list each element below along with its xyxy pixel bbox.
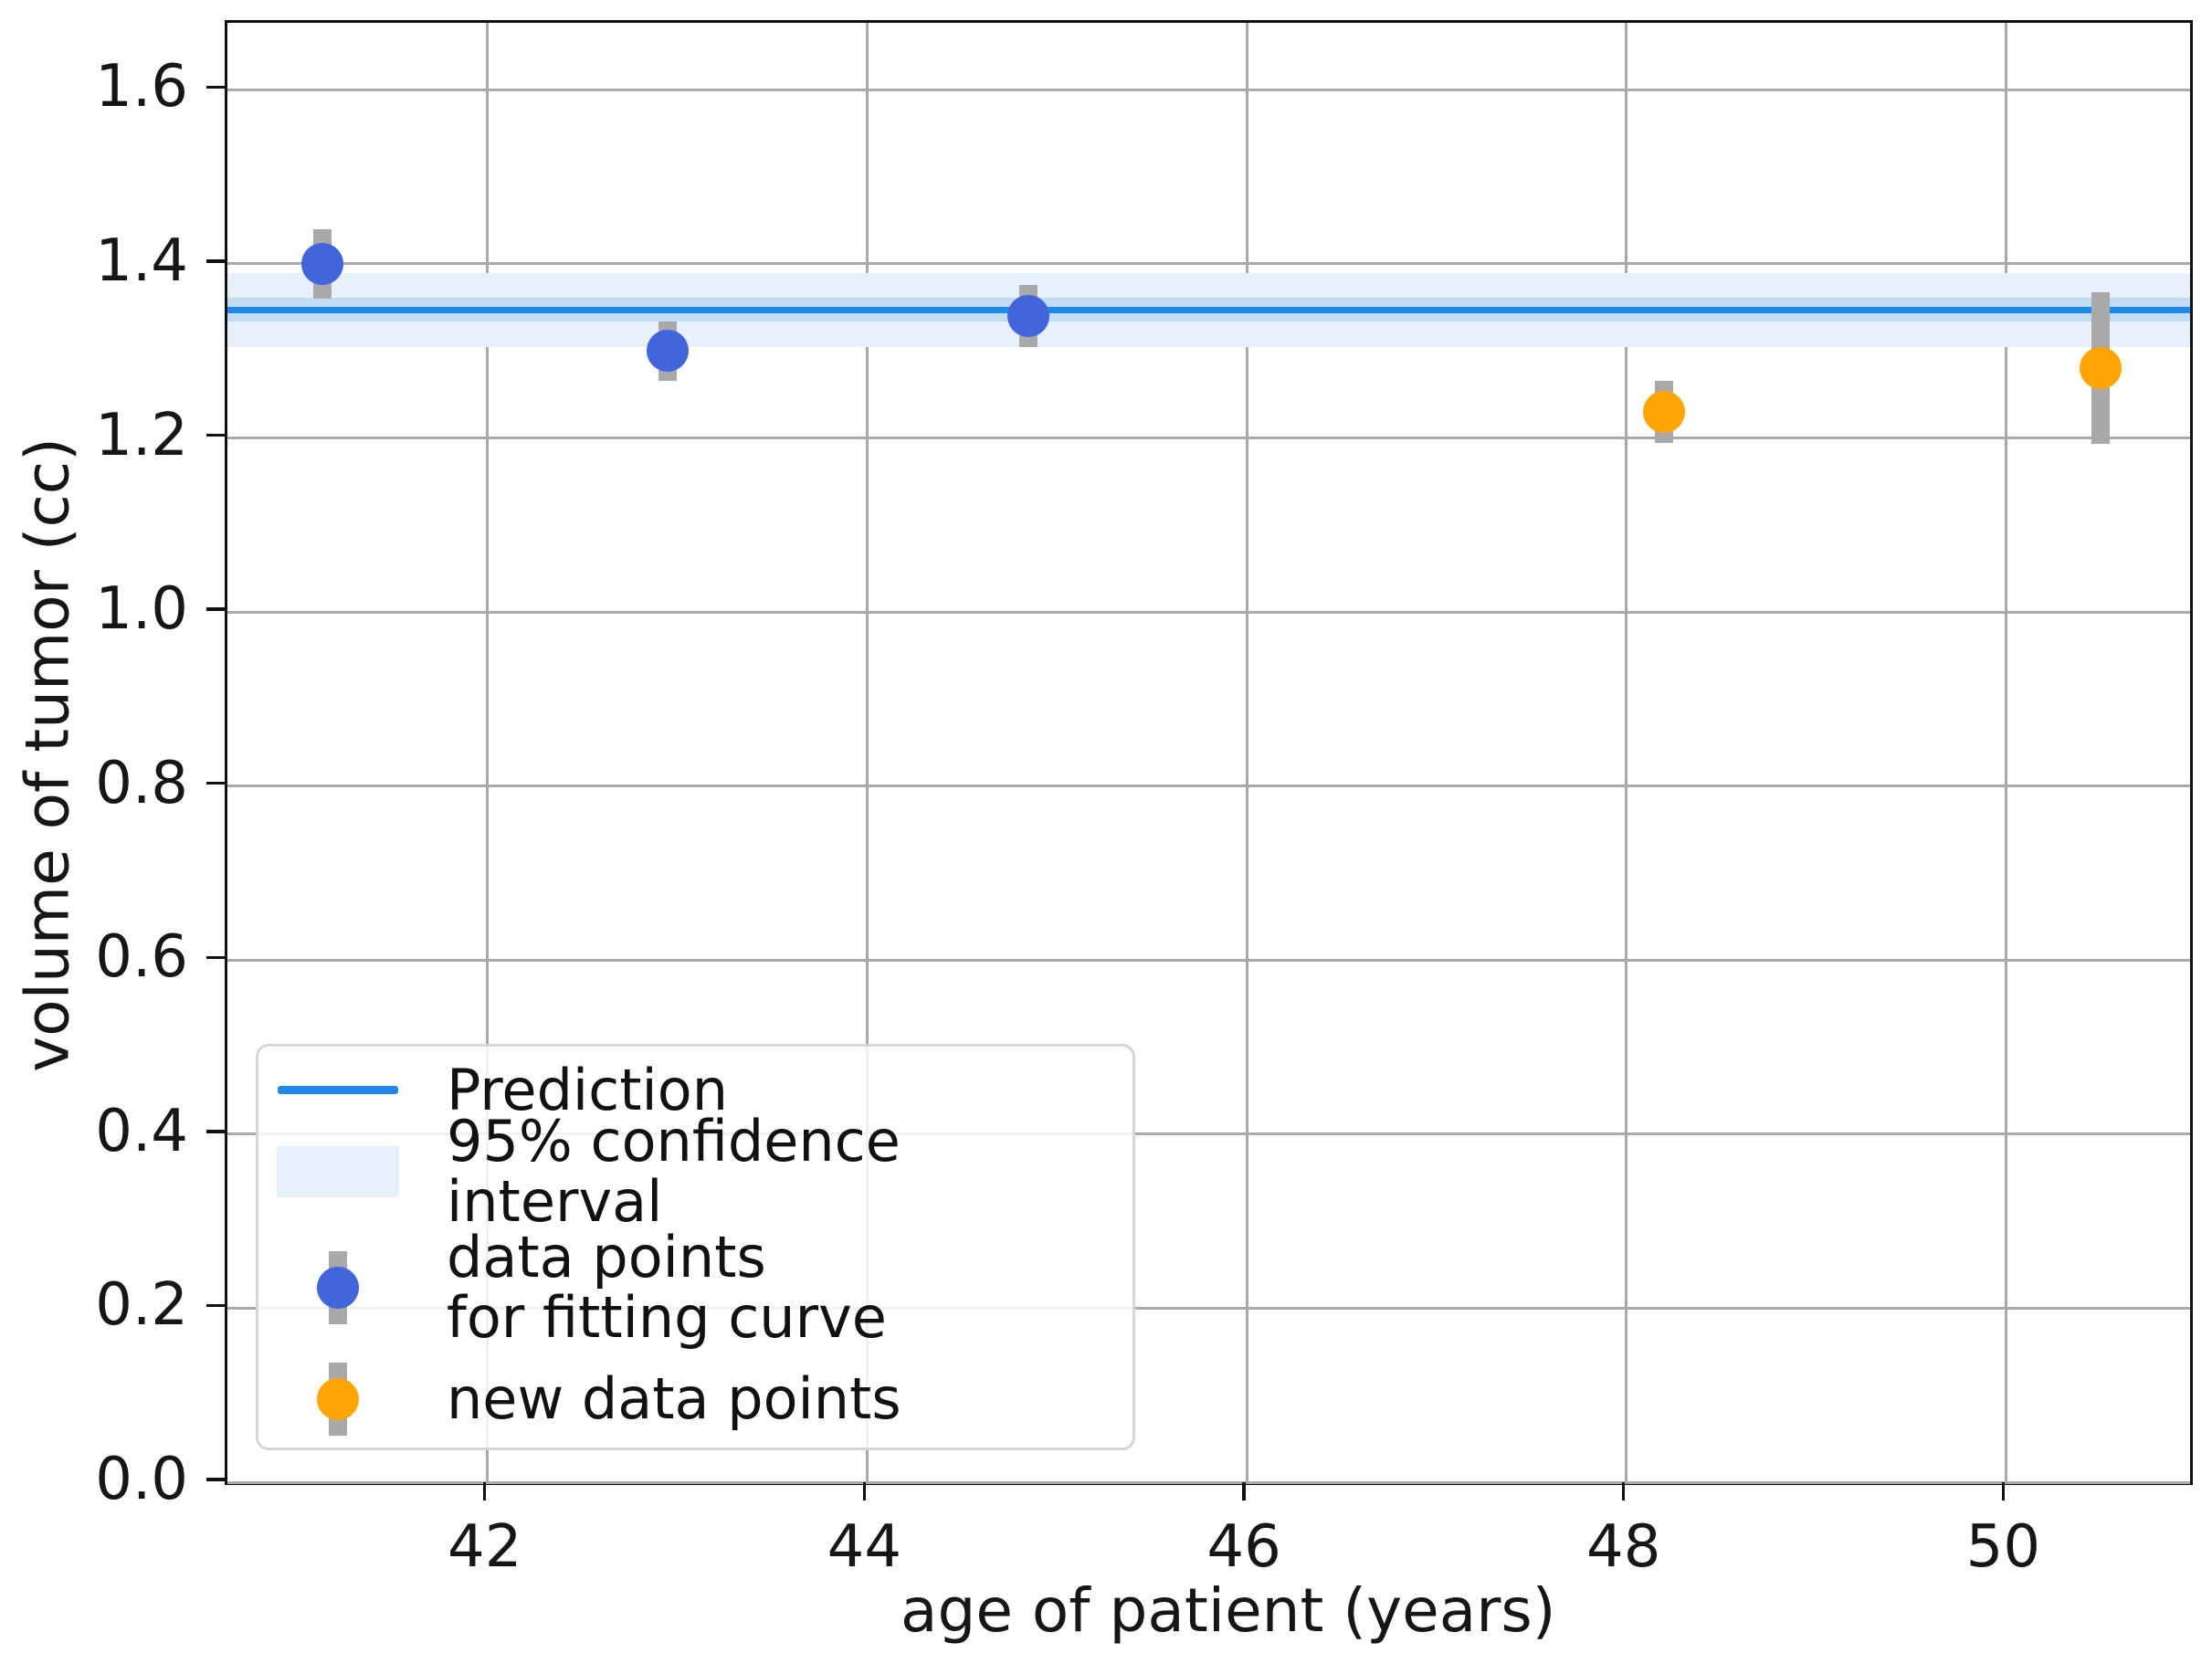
legend-item-prediction: Prediction [269, 1054, 1123, 1126]
gridline-y-0.8 [227, 785, 2190, 788]
y-tick-label: 0.4 [95, 1097, 188, 1165]
y-tick-mark [206, 781, 225, 785]
legend-patch-icon [277, 1146, 399, 1198]
y-axis-label: volume of tumor (cc) [12, 437, 83, 1072]
fit-point-swatch [269, 1250, 406, 1324]
gridline-x-50 [2004, 23, 2007, 1482]
x-tick-mark [1621, 1482, 1626, 1501]
legend-item-new-points: new data points [269, 1357, 1123, 1440]
legend-label: data points for fitting curve [447, 1223, 887, 1351]
x-tick-label: 42 [448, 1513, 522, 1581]
y-tick-label: 0.0 [95, 1446, 188, 1513]
gridline-y-1.4 [227, 262, 2190, 266]
confidence-band-swatch [269, 1146, 406, 1198]
legend-errorbar-marker-icon [316, 1250, 360, 1324]
gridline-y-0 [227, 1480, 2190, 1484]
prediction-line-swatch [269, 1086, 406, 1095]
fit-data-point [1007, 295, 1050, 338]
y-tick-mark [206, 607, 225, 611]
orange-dot-icon [317, 1377, 359, 1420]
new-data-point [2080, 347, 2122, 390]
y-tick-mark [206, 259, 225, 263]
blue-dot-icon [317, 1266, 359, 1309]
gridline-y-0.4 [227, 1132, 2190, 1136]
gridline-y-0.2 [227, 1306, 2190, 1310]
legend-item-confidence-interval: 95% confidence interval [269, 1111, 1123, 1232]
y-tick-label: 1.0 [95, 575, 188, 644]
y-tick-mark [206, 433, 225, 437]
x-tick-label: 48 [1586, 1513, 1661, 1581]
y-tick-mark [206, 1130, 225, 1133]
x-tick-label: 46 [1206, 1513, 1281, 1581]
gridline-y-1.2 [227, 437, 2190, 440]
y-tick-label: 0.2 [95, 1271, 188, 1340]
y-tick-label: 1.6 [95, 53, 188, 121]
gridline-x-46 [1245, 23, 1248, 1482]
legend-label: Prediction [447, 1056, 729, 1123]
x-tick-mark [1242, 1482, 1246, 1501]
x-tick-mark [2001, 1482, 2006, 1501]
gridline-y-1 [227, 610, 2190, 614]
prediction-line [227, 306, 2190, 313]
legend-label: new data points [447, 1364, 901, 1432]
legend-label: 95% confidence interval [447, 1108, 901, 1236]
legend: Prediction 95% confidence interval data … [256, 1044, 1135, 1450]
fit-data-point [647, 330, 690, 373]
y-tick-label: 1.4 [95, 226, 188, 295]
gridline-x-48 [1625, 23, 1628, 1482]
new-point-swatch [269, 1362, 406, 1436]
x-axis-label: age of patient (years) [901, 1575, 1556, 1646]
y-tick-mark [206, 1303, 225, 1308]
gridline-y-1.6 [227, 88, 2190, 91]
y-tick-mark [206, 1478, 225, 1481]
gridline-y-0.6 [227, 958, 2190, 962]
y-tick-mark [206, 955, 225, 959]
new-data-point [1643, 390, 1686, 433]
x-tick-mark [482, 1482, 487, 1501]
legend-item-fit-points: data points for fitting curve [269, 1217, 1123, 1357]
y-tick-label: 0.6 [95, 923, 188, 992]
fit-data-point [300, 242, 343, 285]
gridline-x-44 [865, 23, 869, 1482]
x-tick-label: 50 [1965, 1513, 2041, 1581]
gridline-x-42 [486, 23, 490, 1482]
y-tick-label: 1.2 [95, 401, 188, 469]
y-tick-label: 0.8 [95, 749, 188, 817]
legend-line-icon [278, 1086, 398, 1095]
x-tick-mark [862, 1482, 867, 1501]
x-tick-label: 44 [827, 1513, 902, 1581]
legend-errorbar-marker-icon [316, 1362, 360, 1436]
y-tick-mark [206, 85, 225, 90]
